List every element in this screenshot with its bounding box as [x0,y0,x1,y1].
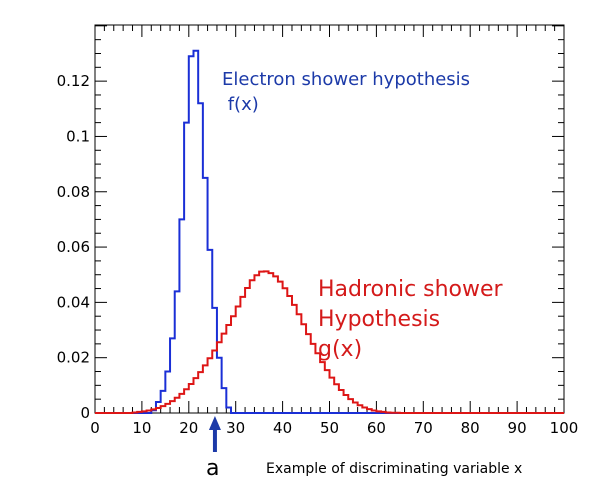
y-tick-label: 0.06 [57,238,90,256]
hadron-annotation-line1: Hadronic shower [318,277,504,302]
x-tick-label: 30 [226,419,245,437]
series-line [95,270,564,414]
x-tick-label: 100 [550,419,579,437]
series-layer [95,49,564,414]
y-tick-label: 0.08 [57,183,90,201]
y-tick-label: 0 [80,404,90,422]
x-tick-label: 40 [273,419,292,437]
y-axis-tick-labels: 0 0.02 0.04 0.06 0.08 0.1 0.12 [57,72,90,422]
hadron-annotation-line3: g(x) [318,337,362,362]
x-tick-label: 20 [179,419,198,437]
y-tick-label: 0.04 [57,293,90,311]
x-axis-label: Example of discriminating variable x [266,461,522,477]
cut-arrow-icon [208,416,221,452]
cut-arrow-head [208,416,221,430]
electron-annotation-line2: f(x) [222,94,259,115]
x-tick-label: 0 [90,419,100,437]
x-tick-label: 80 [461,419,480,437]
x-tick-label: 70 [414,419,433,437]
x-tick-label: 50 [320,419,339,437]
x-tick-label: 10 [132,419,151,437]
series-line [95,49,564,414]
x-tick-label: 90 [508,419,527,437]
y-tick-label: 0.1 [66,127,90,145]
electron-annotation-line1: Electron shower hypothesis [222,69,470,90]
cut-label: a [206,456,219,481]
hadron-annotation-line2: Hypothesis [318,307,440,332]
y-tick-label: 0.02 [57,349,90,367]
x-axis-tick-labels: 0 10 20 30 40 50 60 70 80 90 100 [90,419,578,437]
x-tick-label: 60 [367,419,386,437]
y-axis-ticks [95,25,564,414]
y-tick-label: 0.12 [57,72,90,90]
